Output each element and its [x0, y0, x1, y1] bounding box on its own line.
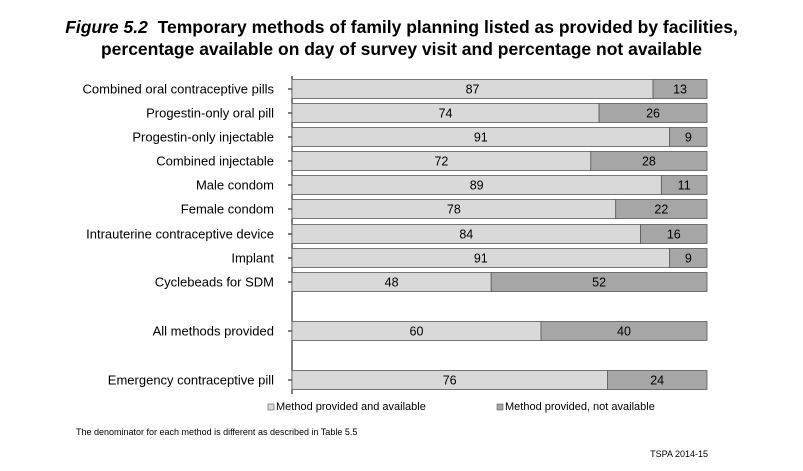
bar-segment — [540, 321, 708, 341]
bar-segment — [607, 370, 708, 390]
category-label: Progestin-only injectable — [132, 130, 274, 145]
data-label: 9 — [685, 252, 692, 266]
category-label: Male condom — [196, 178, 274, 193]
title-line-1: Figure 5.2 Temporary methods of family p… — [0, 16, 803, 38]
bar-segment — [590, 151, 708, 171]
data-label: 89 — [470, 179, 484, 193]
data-label: 91 — [474, 131, 488, 145]
legend-label: Method provided and available — [276, 401, 426, 413]
figure-label: Figure 5.2 — [65, 17, 148, 37]
category-label: Female condom — [181, 202, 274, 217]
category-label: Intrauterine contraceptive device — [86, 227, 274, 242]
data-label: 91 — [474, 252, 488, 266]
bar-segment — [490, 272, 708, 292]
category-label: Progestin-only oral pill — [146, 106, 274, 121]
data-label: 22 — [654, 203, 668, 217]
data-label: 11 — [678, 179, 691, 193]
data-label: 76 — [443, 374, 457, 388]
source-label: TSPA 2014-15 — [650, 449, 708, 459]
category-label: Combined injectable — [156, 154, 274, 169]
category-label: Combined oral contraceptive pills — [83, 82, 275, 97]
footnote: The denominator for each method is diffe… — [76, 427, 358, 437]
data-label: 28 — [642, 155, 656, 169]
data-label: 60 — [410, 325, 424, 339]
bar-segment — [640, 224, 708, 244]
bar-segment — [598, 103, 708, 123]
category-label: Cyclebeads for SDM — [155, 275, 274, 290]
category-label: All methods provided — [153, 324, 274, 339]
legend-swatch — [496, 403, 504, 411]
data-label: 9 — [685, 131, 692, 145]
title-line-2: percentage available on day of survey vi… — [100, 39, 703, 59]
data-label: 40 — [617, 325, 631, 339]
category-label: Implant — [231, 251, 274, 266]
data-label: 74 — [439, 107, 453, 121]
data-label: 13 — [673, 83, 687, 97]
bar-segment — [669, 248, 708, 268]
data-label: 52 — [592, 276, 606, 290]
title-text-1: Temporary methods of family planning lis… — [157, 17, 738, 37]
legend-label: Method provided, not available — [505, 401, 655, 413]
bar-segment — [615, 199, 708, 219]
legend-swatch — [267, 403, 275, 411]
category-label: Emergency contraceptive pill — [108, 373, 274, 388]
bar-segment — [669, 127, 708, 147]
data-label: 72 — [434, 155, 448, 169]
data-label: 48 — [385, 276, 399, 290]
data-label: 26 — [646, 107, 660, 121]
chart-title: Figure 5.2 Temporary methods of family p… — [0, 16, 803, 60]
data-label: 84 — [459, 228, 473, 242]
data-label: 16 — [667, 228, 681, 242]
data-label: 78 — [447, 203, 461, 217]
data-label: 87 — [466, 83, 480, 97]
bar-segment — [652, 79, 708, 99]
data-label: 24 — [650, 374, 664, 388]
bar-segment — [660, 175, 708, 195]
